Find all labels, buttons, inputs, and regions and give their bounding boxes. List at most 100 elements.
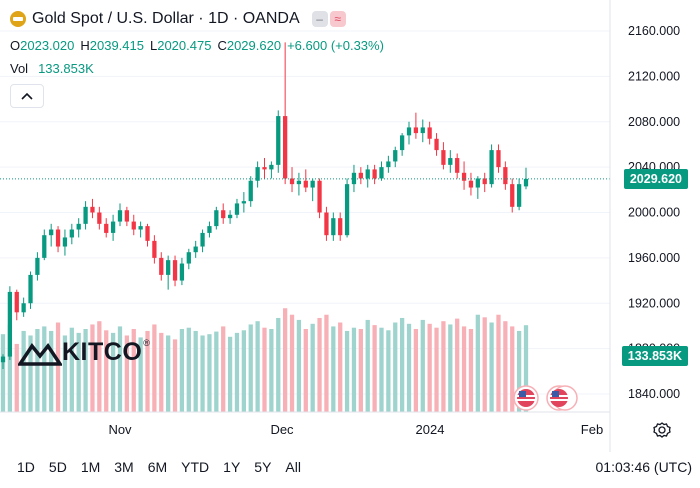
volume-bar xyxy=(186,327,191,412)
symbol-title[interactable]: Gold Spot / U.S. Dollar · 1D · OANDA xyxy=(32,10,300,27)
wave-icon[interactable]: ≈ xyxy=(329,11,346,27)
range-button-1d[interactable]: 1D xyxy=(17,459,35,475)
price-tick-label: 1840.000 xyxy=(628,387,680,401)
candle xyxy=(221,203,226,224)
candle-body xyxy=(90,206,95,213)
kitco-watermark: KITCO ® xyxy=(18,338,150,367)
candle xyxy=(145,223,150,247)
candle-body xyxy=(427,127,432,139)
indicator-pill[interactable]: – ≈ xyxy=(311,11,346,27)
candle xyxy=(207,221,212,238)
volume-bar xyxy=(289,314,295,412)
price-tick-label: 2120.000 xyxy=(628,69,680,83)
range-button-5d[interactable]: 5D xyxy=(48,459,67,475)
volume-bar xyxy=(179,328,185,412)
candle-body xyxy=(523,178,529,187)
time-tick-label: Nov xyxy=(108,422,132,437)
volume-bar xyxy=(152,324,157,412)
range-button-all[interactable]: All xyxy=(285,459,301,475)
volume-value: 133.853K xyxy=(38,61,94,76)
candle xyxy=(427,121,432,145)
candle-body xyxy=(241,201,246,204)
chevron-up-icon xyxy=(21,92,33,100)
volume-bar xyxy=(344,330,350,412)
volume-bar xyxy=(227,336,233,412)
candle-body xyxy=(420,127,425,134)
candle-body xyxy=(399,135,405,151)
open-label: O xyxy=(10,38,21,53)
range-button-5y[interactable]: 5Y xyxy=(254,459,272,475)
volume-bar xyxy=(393,322,398,412)
candle-body xyxy=(303,180,308,188)
collapse-legend-button[interactable] xyxy=(10,84,44,108)
candle xyxy=(413,112,419,139)
volume-bar xyxy=(35,328,40,412)
candle xyxy=(42,229,47,261)
volume-bar xyxy=(386,330,391,412)
candle-body xyxy=(461,172,467,181)
candle-body xyxy=(200,232,205,247)
candle-body xyxy=(338,218,343,236)
candle-body xyxy=(234,203,240,215)
candle xyxy=(489,144,494,188)
candle-body xyxy=(124,210,130,222)
candle-body xyxy=(28,274,33,304)
range-button-1m[interactable]: 1M xyxy=(80,459,101,475)
range-button-6m[interactable]: 6M xyxy=(147,459,168,475)
volume-bar xyxy=(207,334,212,412)
volume-bar xyxy=(200,335,205,412)
volume-bar xyxy=(296,319,302,412)
candle-body xyxy=(138,226,143,230)
candle xyxy=(200,229,205,253)
candle-body xyxy=(496,150,501,168)
candle xyxy=(49,223,54,247)
price-tick-label: 1960.000 xyxy=(628,251,680,265)
candle-body xyxy=(317,180,322,213)
candle xyxy=(110,214,116,241)
minus-icon[interactable]: – xyxy=(311,11,328,27)
candle-body xyxy=(186,252,191,264)
volume-bar xyxy=(110,332,116,412)
candle-body xyxy=(227,214,233,219)
candle-body xyxy=(393,150,398,162)
us-flag-icon xyxy=(546,385,578,411)
candle xyxy=(166,255,171,290)
candle xyxy=(399,133,405,156)
candle xyxy=(482,172,487,193)
range-button-1y[interactable]: 1Y xyxy=(223,459,241,475)
candle xyxy=(496,144,501,173)
candle-body xyxy=(503,167,508,185)
candle xyxy=(303,169,308,193)
high-label: H xyxy=(80,38,90,53)
candle xyxy=(516,178,522,211)
candle xyxy=(338,212,343,241)
candle xyxy=(289,167,295,193)
candle xyxy=(358,167,363,185)
gear-icon[interactable] xyxy=(653,421,671,439)
volume-bar xyxy=(104,330,109,412)
candle-body xyxy=(49,229,54,236)
candle xyxy=(283,42,288,185)
economic-events[interactable] xyxy=(513,384,583,414)
candle xyxy=(248,176,253,207)
candle xyxy=(21,297,26,317)
clock[interactable]: 01:03:46 (UTC) xyxy=(595,459,692,475)
candle-body xyxy=(55,229,61,247)
candle-body xyxy=(441,150,446,165)
volume-bar xyxy=(42,326,47,412)
volume-bar xyxy=(62,335,68,412)
candle xyxy=(310,178,315,202)
candle-body xyxy=(131,221,136,230)
candle-body xyxy=(0,356,6,363)
gold-bar-icon xyxy=(10,11,26,27)
candle xyxy=(434,133,439,156)
range-button-3m[interactable]: 3M xyxy=(114,459,134,475)
volume-bar xyxy=(441,321,446,412)
candle xyxy=(0,354,6,370)
volume-bar xyxy=(379,327,384,412)
range-button-ytd[interactable]: YTD xyxy=(181,459,210,475)
candle-body xyxy=(324,212,329,236)
volume-bar xyxy=(276,317,281,412)
candle xyxy=(255,161,260,188)
